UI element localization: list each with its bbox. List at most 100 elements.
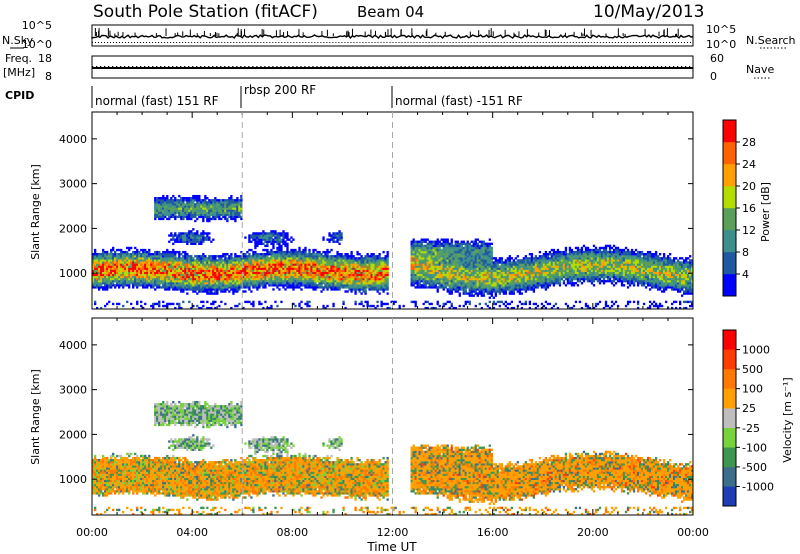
- power-cell: [480, 290, 483, 293]
- power-cell: [424, 284, 427, 287]
- power-cell: [200, 286, 203, 289]
- power-cell: [282, 253, 285, 256]
- power-cell: [466, 265, 469, 268]
- power-cell: [376, 263, 379, 266]
- power-cell: [144, 248, 147, 252]
- power-cell: [212, 279, 215, 283]
- power-cell: [422, 286, 425, 289]
- power-cell: [140, 257, 143, 260]
- power-cell: [272, 234, 275, 237]
- power-cell: [128, 248, 131, 252]
- power-cell: [176, 302, 179, 306]
- power-cell: [454, 246, 457, 250]
- power-cell: [166, 211, 169, 214]
- power-cell: [278, 263, 281, 266]
- power-cell: [484, 279, 487, 283]
- power-cell: [272, 242, 275, 246]
- nsearch-dot: [434, 42, 436, 43]
- power-cell: [312, 263, 315, 266]
- power-cell: [262, 236, 265, 239]
- power-cell: [416, 250, 419, 254]
- power-cell: [380, 257, 383, 260]
- power-cell: [126, 250, 129, 254]
- power-cell: [356, 263, 359, 266]
- power-cell: [232, 213, 235, 216]
- power-cell: [172, 236, 175, 239]
- power-cell: [318, 269, 321, 272]
- power-cell: [296, 261, 299, 264]
- power-cell: [430, 263, 433, 266]
- power-cell: [262, 253, 265, 256]
- power-cell: [460, 284, 463, 287]
- power-cell: [96, 306, 99, 310]
- power-cell: [164, 265, 167, 268]
- power-cell: [344, 286, 347, 289]
- power-cell: [176, 261, 179, 264]
- power-cell: [222, 277, 225, 281]
- power-cell: [328, 286, 331, 289]
- power-cell: [160, 277, 163, 281]
- nave-dot: [676, 66, 679, 68]
- power-cell: [162, 275, 165, 279]
- power-cell: [204, 199, 207, 202]
- power-cell: [460, 271, 463, 275]
- power-cell: [438, 265, 441, 268]
- power-cell: [296, 255, 299, 258]
- power-cell: [336, 263, 339, 266]
- power-cell: [482, 263, 485, 266]
- power-cell: [422, 265, 425, 268]
- power-cell: [442, 273, 445, 277]
- power-cell: [212, 215, 215, 219]
- power-cell: [140, 284, 143, 287]
- power-cell: [366, 261, 369, 264]
- power-cell: [186, 259, 189, 262]
- power-cell: [380, 279, 383, 283]
- power-cell: [304, 263, 307, 266]
- power-cell: [330, 259, 333, 262]
- power-cell: [98, 279, 101, 283]
- power-cell: [434, 286, 437, 289]
- power-cell: [268, 306, 271, 310]
- power-cell: [230, 253, 233, 256]
- power-cell: [196, 288, 199, 291]
- power-cell: [410, 277, 413, 281]
- power-cell: [234, 199, 237, 202]
- power-cell: [154, 255, 157, 258]
- power-cell: [206, 209, 209, 212]
- power-cell: [462, 255, 465, 258]
- power-cell: [392, 302, 395, 306]
- power-cell: [102, 257, 105, 260]
- power-cell: [146, 273, 149, 277]
- nsearch-dot: [176, 42, 178, 43]
- power-cell: [186, 286, 189, 289]
- nsearch-dot: [395, 42, 397, 43]
- power-cell: [436, 257, 439, 260]
- nsearch-dot: [251, 42, 253, 43]
- power-cell: [462, 267, 465, 270]
- power-cell: [304, 275, 307, 279]
- power-cell: [168, 259, 171, 262]
- nsearch-dot: [254, 42, 256, 43]
- power-cell: [228, 263, 231, 266]
- power-cell: [192, 282, 195, 285]
- power-cell: [98, 265, 101, 268]
- power-cell: [234, 259, 237, 262]
- power-cell: [202, 232, 205, 235]
- power-cell: [476, 263, 479, 266]
- power-cell: [374, 269, 377, 272]
- power-cell: [92, 259, 95, 262]
- power-cell: [442, 261, 445, 264]
- power-cell: [244, 255, 247, 258]
- power-cell: [172, 263, 175, 266]
- power-cell: [410, 250, 413, 254]
- power-cell: [352, 288, 355, 291]
- power-cell: [196, 265, 199, 268]
- power-cell: [316, 271, 319, 275]
- power-cell: [300, 261, 303, 264]
- power-cell: [134, 277, 137, 281]
- nsearch-dot: [611, 42, 613, 43]
- power-cell: [120, 282, 123, 285]
- power-cell: [176, 201, 179, 204]
- power-cell: [208, 205, 211, 208]
- power-cell: [412, 263, 415, 266]
